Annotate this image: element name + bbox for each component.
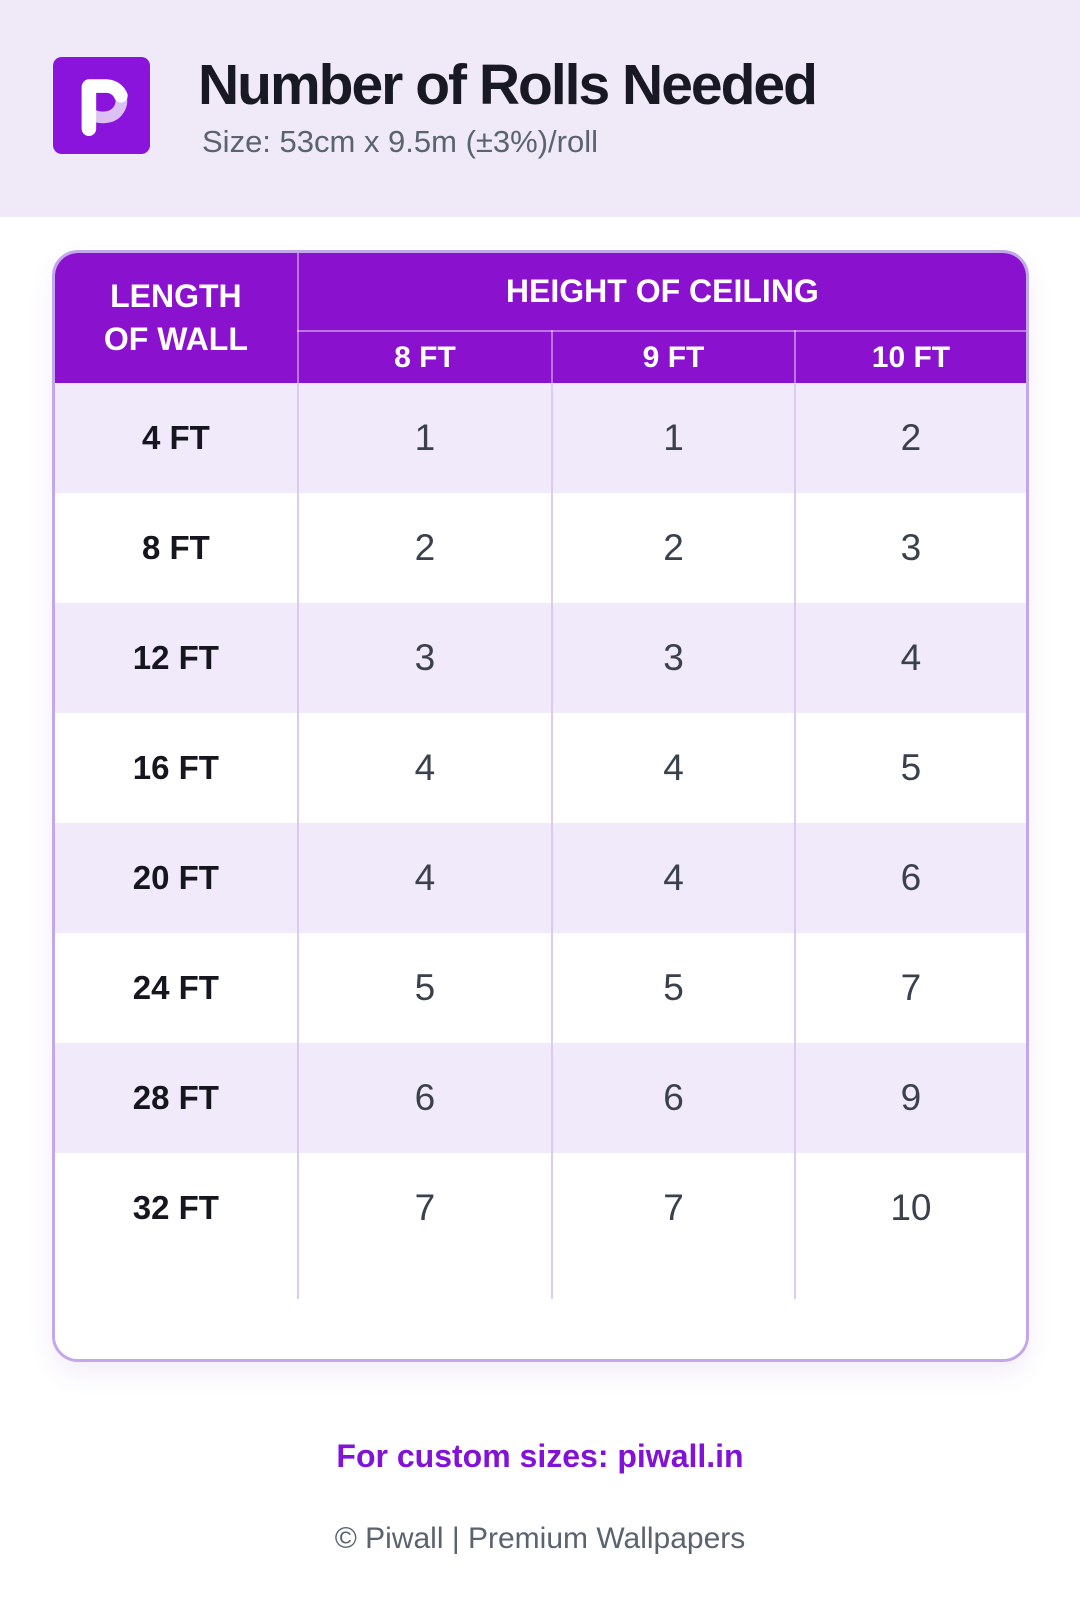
card-bottom-padding [55, 1299, 1026, 1359]
roll-count-cell: 3 [793, 493, 1026, 603]
table-row: 12 FT 3 3 4 [55, 603, 1026, 713]
table-row: 16 FT 4 4 5 [55, 713, 1026, 823]
roll-count-cell: 1 [296, 383, 553, 493]
roll-count-cell: 5 [296, 933, 553, 1043]
stub-cell [793, 1263, 1026, 1299]
roll-count-cell: 4 [551, 823, 795, 933]
roll-count-cell: 4 [296, 713, 553, 823]
copyright: © Piwall | Premium Wallpapers [334, 1522, 746, 1555]
table-row: 32 FT 7 7 10 [55, 1153, 1026, 1263]
table-header-row-heights: 8 FT 9 FT 10 FT [55, 331, 1026, 383]
roll-count-cell: 6 [551, 1043, 795, 1153]
roll-count-cell: 5 [793, 713, 1026, 823]
roll-count-cell: 3 [296, 603, 553, 713]
table-row: 20 FT 4 4 6 [55, 823, 1026, 933]
roll-count-cell: 7 [793, 933, 1026, 1043]
rolls-table-card: LENGTH OF WALL HEIGHT OF CEILING 8 FT 9 … [52, 250, 1029, 1362]
column-header-length-of-wall: LENGTH OF WALL [55, 253, 299, 383]
table-bottom-stub [55, 1263, 1026, 1299]
column-header-8ft: 8 FT [297, 331, 553, 383]
roll-count-cell: 4 [793, 603, 1026, 713]
piwall-logo [53, 57, 150, 154]
roll-count-cell: 4 [296, 823, 553, 933]
roll-count-cell: 2 [793, 383, 1026, 493]
stub-cell [551, 1263, 795, 1299]
roll-count-cell: 6 [793, 823, 1026, 933]
column-header-9ft: 9 FT [551, 331, 795, 383]
table-header-row-group: LENGTH OF WALL HEIGHT OF CEILING [55, 253, 1026, 383]
table-row: 8 FT 2 2 3 [55, 493, 1026, 603]
roll-count-cell: 9 [793, 1043, 1026, 1153]
table-row: 4 FT 1 1 2 [55, 383, 1026, 493]
rolls-table: LENGTH OF WALL HEIGHT OF CEILING 8 FT 9 … [55, 253, 1026, 1299]
roll-count-cell: 7 [551, 1153, 795, 1263]
page-subtitle: Size: 53cm x 9.5m (±3%)/roll [202, 124, 599, 159]
roll-count-cell: 1 [551, 383, 795, 493]
row-header: 12 FT [132, 639, 219, 676]
page-title: Number of Rolls Needed [198, 53, 818, 117]
roll-count-cell: 2 [296, 493, 553, 603]
column-header-10ft: 10 FT [793, 331, 1026, 383]
roll-count-cell: 5 [551, 933, 795, 1043]
roll-count-cell: 3 [551, 603, 795, 713]
table-row: 24 FT 5 5 7 [55, 933, 1026, 1043]
row-header: 32 FT [132, 1189, 219, 1226]
table-row: 28 FT 6 6 9 [55, 1043, 1026, 1153]
roll-count-cell: 10 [793, 1153, 1026, 1263]
row-header: 8 FT [141, 529, 210, 566]
row-header: 24 FT [132, 969, 219, 1006]
row-header: 4 FT [141, 419, 210, 456]
row-header: 28 FT [132, 1079, 219, 1116]
column-group-header-height-of-ceiling: HEIGHT OF CEILING [297, 253, 1026, 332]
stub-cell [296, 1263, 553, 1299]
stub-cell [55, 1263, 298, 1299]
roll-count-cell: 6 [296, 1043, 553, 1153]
row-header: 16 FT [132, 749, 219, 786]
length-of-wall-label: LENGTH OF WALL [103, 277, 248, 357]
row-header: 20 FT [132, 859, 219, 896]
header-background-band [0, 0, 1080, 217]
piwall-p-icon [53, 57, 150, 154]
roll-count-cell: 2 [551, 493, 795, 603]
custom-sizes-note: For custom sizes: piwall.in [336, 1438, 744, 1474]
roll-count-cell: 7 [296, 1153, 553, 1263]
roll-count-cell: 4 [551, 713, 795, 823]
